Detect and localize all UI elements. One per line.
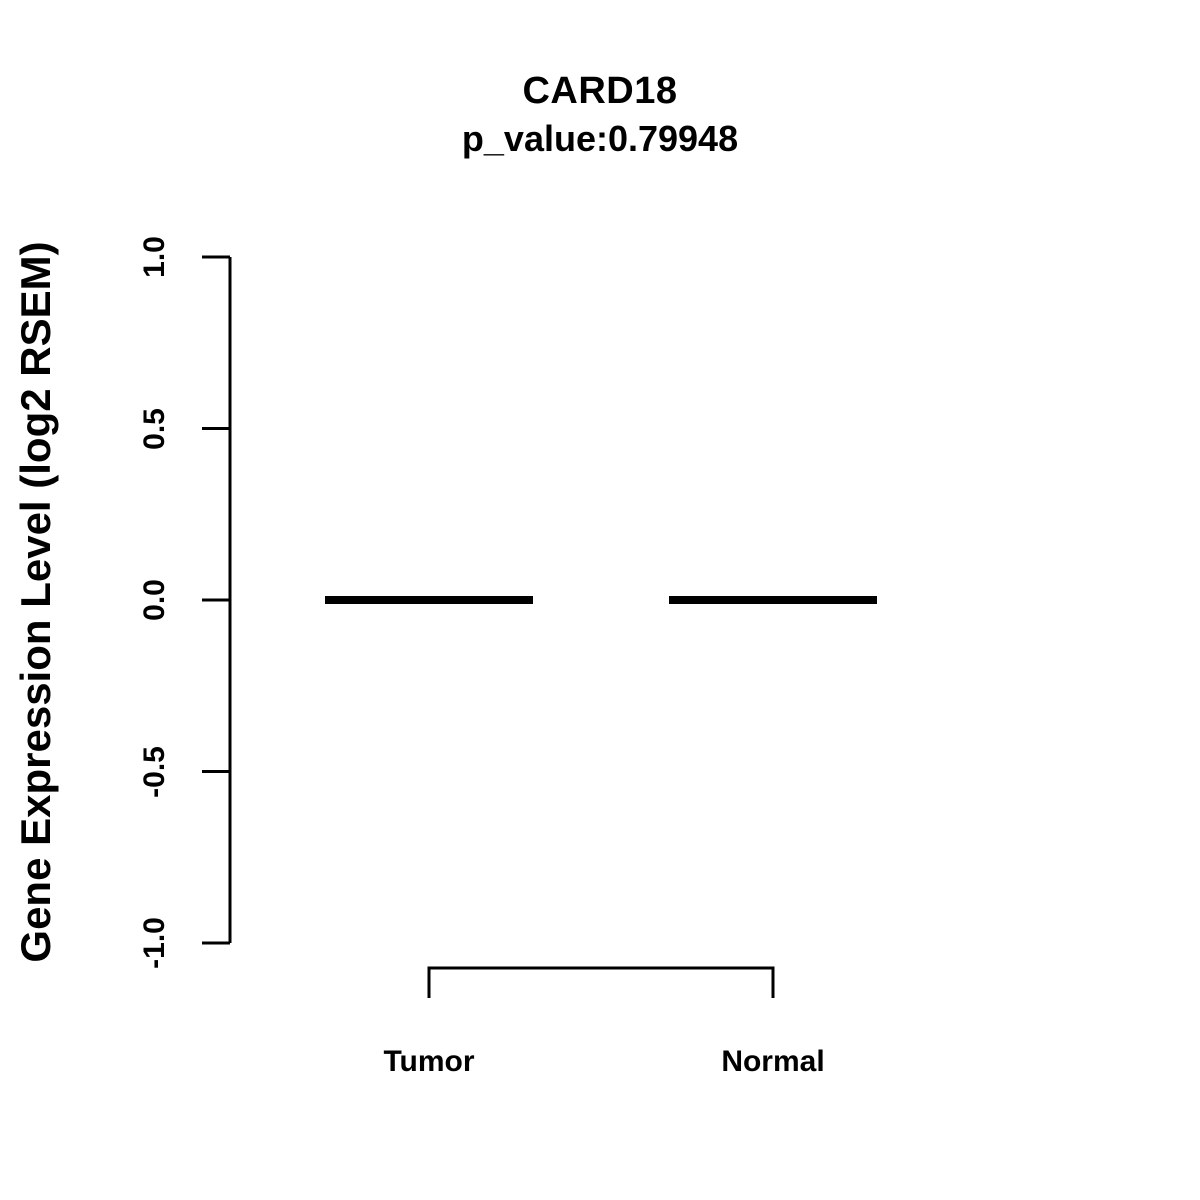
chart-title: CARD18 <box>522 70 678 112</box>
chart-subtitle: p_value:0.79948 <box>461 118 739 159</box>
comparison-bracket <box>427 966 775 998</box>
y-tick-label: 0.0 <box>138 579 171 621</box>
group-label-normal: Normal <box>721 1045 825 1078</box>
y-tick-label: -0.5 <box>138 745 171 798</box>
y-tick-label: 1.0 <box>138 236 171 278</box>
group-label-tumor: Tumor <box>383 1045 475 1078</box>
y-tick-label: -1.0 <box>138 917 171 969</box>
y-tick-label: 0.5 <box>138 407 171 450</box>
